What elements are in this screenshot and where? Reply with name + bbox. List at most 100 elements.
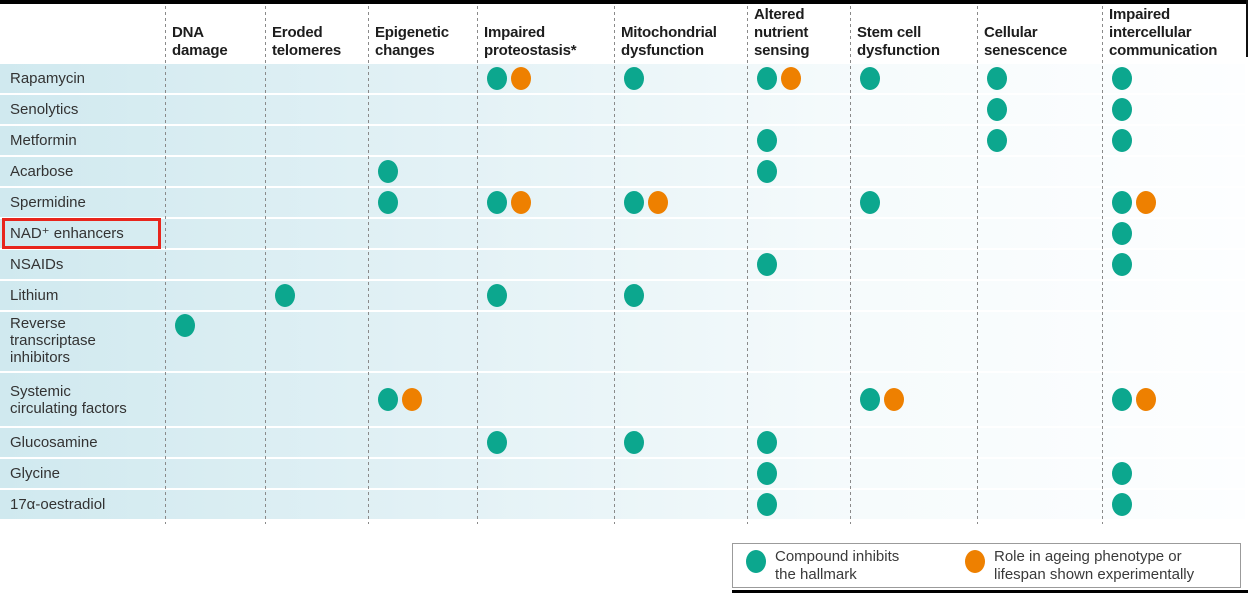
matrix-cell [614, 490, 747, 519]
matrix-cell [165, 459, 265, 488]
matrix-cell [368, 219, 477, 248]
matrix-cell [477, 126, 614, 155]
matrix-cell [165, 312, 265, 371]
inhibits-dot [378, 388, 398, 411]
matrix-cell [1102, 312, 1245, 371]
matrix-cell [850, 219, 977, 248]
matrix-cell [368, 281, 477, 310]
matrix-cell [1102, 373, 1245, 426]
matrix-cell [747, 312, 850, 371]
matrix-cell [614, 281, 747, 310]
matrix-cell [977, 250, 1102, 279]
matrix-cell [850, 64, 977, 93]
experimental-dot [511, 191, 531, 214]
matrix-cell [477, 157, 614, 186]
experimental-dot [648, 191, 668, 214]
experimental-dot [884, 388, 904, 411]
matrix-cell [1102, 126, 1245, 155]
matrix-cell [747, 490, 850, 519]
matrix-cell [850, 250, 977, 279]
legend-inhibits-dot [746, 549, 766, 573]
inhibits-dot [1112, 253, 1132, 276]
column-header: Impaired intercellular communication [1109, 6, 1218, 59]
inhibits-dot [378, 191, 398, 214]
row-label: Lithium [10, 287, 59, 304]
matrix-cell [265, 490, 368, 519]
matrix-cell [850, 157, 977, 186]
matrix-cell [477, 64, 614, 93]
matrix-cell [265, 428, 368, 457]
inhibits-dot [624, 284, 644, 307]
matrix-cell [977, 428, 1102, 457]
column-header-row: DNA damage Eroded telomeres Epigenetic cha… [0, 4, 1245, 62]
matrix-cell [265, 250, 368, 279]
inhibits-dot [757, 129, 777, 152]
matrix-cell [368, 157, 477, 186]
highlight-red-box [2, 218, 161, 249]
matrix-cell [265, 188, 368, 217]
column-header: Cellular senescence [984, 24, 1068, 59]
inhibits-dot [987, 98, 1007, 121]
inhibits-dot [860, 67, 880, 90]
legend-item-inhibits: Compound inhibits the hallmark [733, 548, 965, 584]
row-label: NAD⁺ enhancers [0, 218, 165, 249]
matrix-cell [368, 95, 477, 124]
matrix-cell [977, 188, 1102, 217]
matrix-cell [265, 95, 368, 124]
matrix-cell [165, 373, 265, 426]
inhibits-dot [1112, 493, 1132, 516]
column-header: DNA damage [172, 24, 228, 59]
column-header: Mitochondrial dysfunction [621, 24, 717, 59]
experimental-dot [1136, 388, 1156, 411]
table-row: Spermidine [0, 188, 1245, 217]
inhibits-dot [1112, 388, 1132, 411]
row-label: Glucosamine [10, 434, 98, 451]
matrix-cell [165, 64, 265, 93]
matrix-cell [977, 126, 1102, 155]
matrix-cell [614, 95, 747, 124]
matrix-cell [747, 250, 850, 279]
matrix-cell [747, 459, 850, 488]
table-row: Reverse transcriptase inhibitors [0, 312, 1245, 371]
matrix-cell [265, 64, 368, 93]
matrix-cell [165, 281, 265, 310]
inhibits-dot [1112, 222, 1132, 245]
matrix-cell [977, 490, 1102, 519]
matrix-cell [977, 64, 1102, 93]
inhibits-dot [757, 493, 777, 516]
legend-inhibits-label: Compound inhibits the hallmark [775, 547, 900, 583]
matrix-cell [850, 95, 977, 124]
inhibits-dot [757, 253, 777, 276]
matrix-cell [977, 219, 1102, 248]
experimental-dot [402, 388, 422, 411]
matrix-cell [614, 312, 747, 371]
legend-item-experimental: Role in ageing phenotype or lifespan sho… [965, 548, 1194, 584]
matrix-cell [850, 490, 977, 519]
matrix-cell [265, 157, 368, 186]
matrix-cell [368, 428, 477, 457]
right-border-bar [1246, 0, 1248, 57]
matrix-cell [368, 459, 477, 488]
matrix-cell [477, 459, 614, 488]
column-header: Impaired proteostasis* [484, 24, 577, 59]
row-label: Glycine [10, 465, 61, 482]
matrix-cell [850, 459, 977, 488]
inhibits-dot [487, 191, 507, 214]
inhibits-dot [378, 160, 398, 183]
inhibits-dot [624, 67, 644, 90]
matrix-cell [477, 373, 614, 426]
inhibits-dot [1112, 129, 1132, 152]
matrix-cell [614, 459, 747, 488]
matrix-cell [1102, 428, 1245, 457]
matrix-cell [477, 428, 614, 457]
matrix-cell [747, 64, 850, 93]
matrix-cell [1102, 490, 1245, 519]
matrix-cell [477, 250, 614, 279]
matrix-cell [165, 250, 265, 279]
matrix-cell [977, 312, 1102, 371]
matrix-cell [1102, 281, 1245, 310]
matrix-cell [477, 219, 614, 248]
matrix-cell [165, 219, 265, 248]
inhibits-dot [1112, 67, 1132, 90]
matrix-cell [614, 428, 747, 457]
